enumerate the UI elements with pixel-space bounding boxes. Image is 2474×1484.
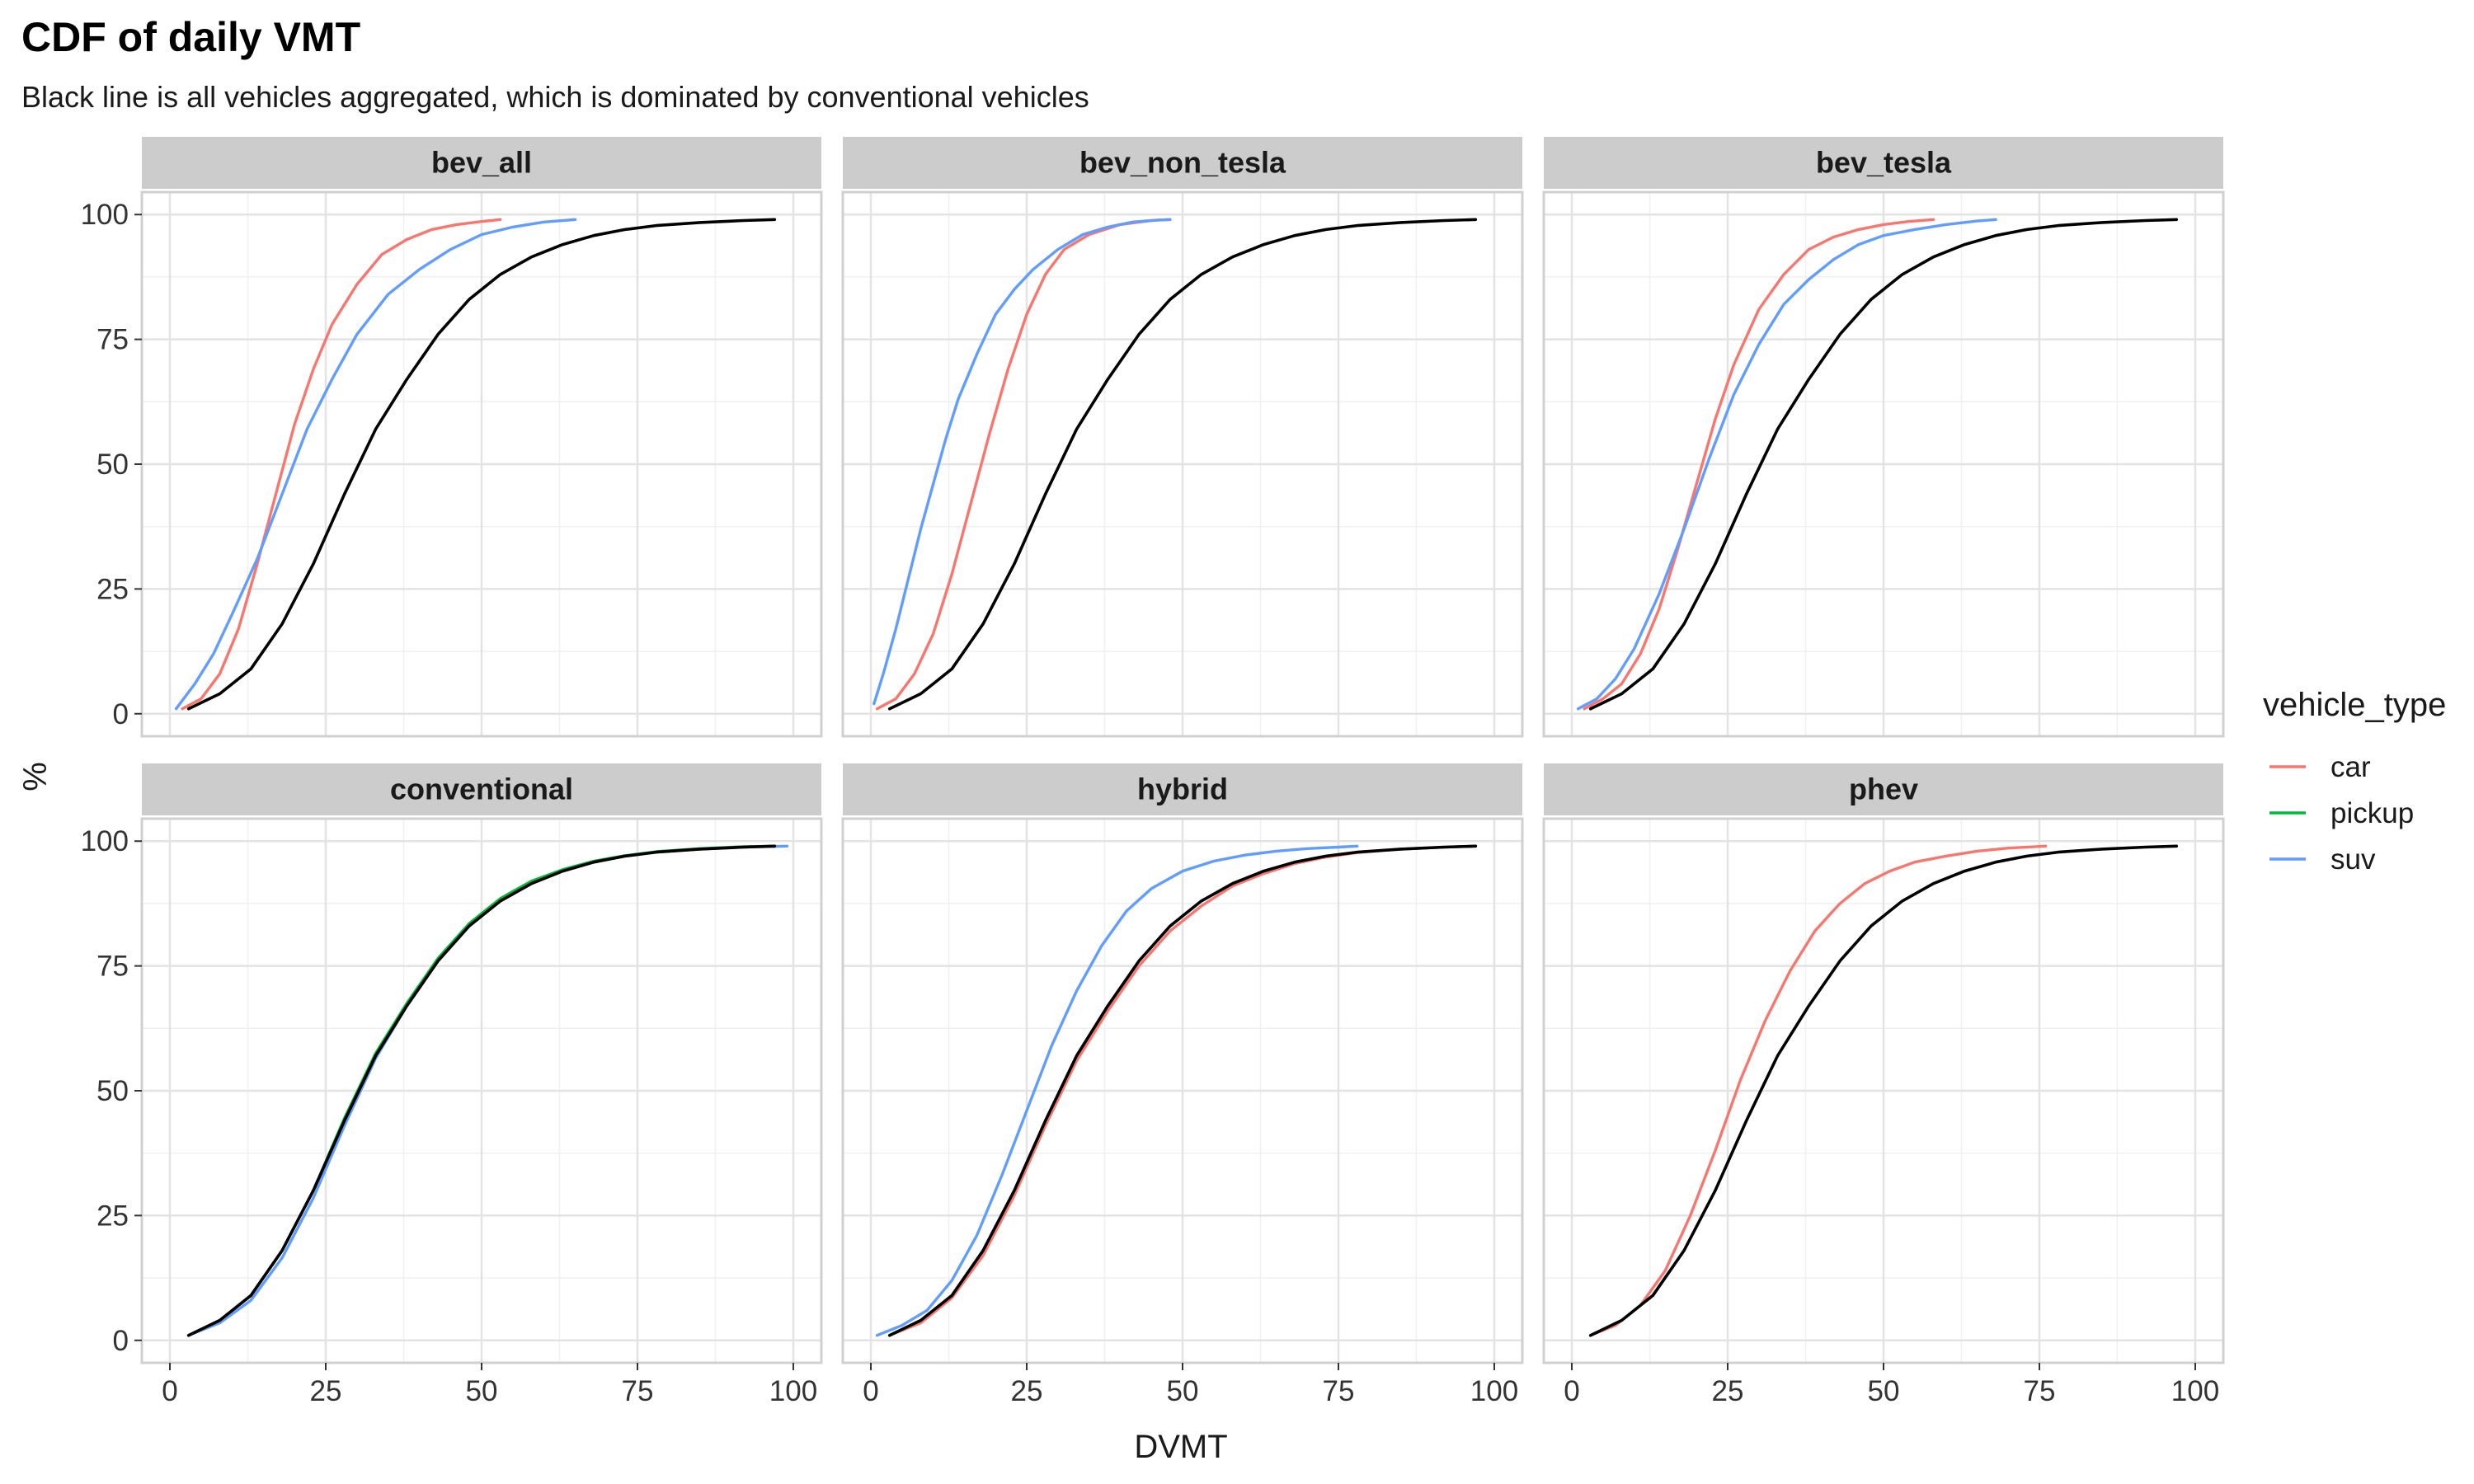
series-line-all bbox=[1588, 844, 2179, 1337]
y-tick-label: 0 bbox=[113, 1325, 129, 1357]
x-tick-label: 100 bbox=[769, 1375, 817, 1407]
x-tick-label: 25 bbox=[310, 1375, 342, 1407]
facet-strip bbox=[843, 763, 1522, 815]
x-tick-label: 50 bbox=[1167, 1375, 1199, 1407]
x-tick-label: 0 bbox=[863, 1375, 878, 1407]
series-line-suv bbox=[1576, 218, 1997, 711]
facet-strip-label: phev bbox=[1849, 773, 1918, 806]
y-tick-label: 100 bbox=[81, 199, 129, 231]
facet-bev_all: bev_all 0 25 50 75 100 bbox=[81, 137, 823, 738]
legend-label-car: car bbox=[2331, 751, 2371, 783]
x-axis-title: DVMT bbox=[1134, 1429, 1227, 1465]
x-tick-label: 75 bbox=[622, 1375, 654, 1407]
x-tick-label: 0 bbox=[1564, 1375, 1579, 1407]
panel-border bbox=[1542, 190, 2225, 738]
facet-panels: bev_all 0 25 50 75 100 bev_non_tesla bev_teslac… bbox=[81, 137, 2225, 1407]
x-tick-label: 75 bbox=[2024, 1375, 2056, 1407]
facet-strip-label: bev_all bbox=[431, 146, 532, 180]
facet-strip bbox=[843, 137, 1522, 189]
y-tick-label: 25 bbox=[96, 1200, 129, 1232]
facet-bev_tesla: bev_tesla bbox=[1542, 137, 2225, 738]
facet-strip bbox=[142, 137, 821, 189]
legend-label-pickup: pickup bbox=[2331, 797, 2414, 829]
series-line-suv bbox=[875, 844, 1359, 1337]
legend-title: vehicle_type bbox=[2263, 687, 2446, 723]
series-line-all bbox=[186, 218, 777, 711]
facet-phev: phev 0 25 50 75 100 bbox=[1542, 763, 2225, 1407]
series-line-car bbox=[1589, 844, 2048, 1337]
facet-strip bbox=[1544, 137, 2223, 189]
y-tick-label: 25 bbox=[96, 573, 129, 605]
chart-title: CDF of daily VMT bbox=[21, 14, 360, 60]
series-line-all bbox=[186, 844, 777, 1337]
x-tick-label: 50 bbox=[1868, 1375, 1900, 1407]
facet-strip-label: bev_non_tesla bbox=[1079, 146, 1286, 180]
x-tick-label: 0 bbox=[162, 1375, 177, 1407]
y-tick-label: 50 bbox=[96, 448, 129, 481]
x-tick-label: 100 bbox=[2171, 1375, 2219, 1407]
x-tick-label: 75 bbox=[1323, 1375, 1355, 1407]
y-tick-label: 75 bbox=[96, 324, 129, 356]
facet-bev_non_tesla: bev_non_tesla bbox=[841, 137, 1524, 738]
facet-conventional: conventional 0 25 50 75 100 0 25 50 75 100 bbox=[81, 763, 823, 1407]
x-tick-label: 50 bbox=[466, 1375, 498, 1407]
facet-strip-label: bev_tesla bbox=[1816, 146, 1952, 180]
facet-strip bbox=[142, 763, 821, 815]
chart-subtitle: Black line is all vehicles aggregated, w… bbox=[21, 80, 1089, 114]
y-tick-label: 75 bbox=[96, 951, 129, 983]
x-tick-label: 25 bbox=[1011, 1375, 1043, 1407]
y-tick-label: 0 bbox=[113, 698, 129, 730]
facet-hybrid: hybrid 0 25 50 75 100 bbox=[841, 763, 1524, 1407]
series-line-car bbox=[1583, 218, 1935, 711]
series-line-all bbox=[887, 218, 1478, 711]
x-tick-label: 100 bbox=[1470, 1375, 1518, 1407]
facet-strip-label: conventional bbox=[390, 773, 573, 806]
legend: vehicle_type car pickup suv bbox=[2263, 687, 2446, 876]
y-tick-label: 100 bbox=[81, 825, 129, 857]
panel-border bbox=[841, 190, 1524, 738]
x-tick-label: 25 bbox=[1712, 1375, 1744, 1407]
series-line-all bbox=[887, 844, 1478, 1337]
facet-strip-label: hybrid bbox=[1137, 773, 1228, 806]
legend-label-suv: suv bbox=[2331, 843, 2376, 876]
y-axis-title: % bbox=[17, 762, 54, 791]
y-tick-label: 50 bbox=[96, 1075, 129, 1107]
series-line-suv bbox=[174, 218, 577, 711]
facet-strip bbox=[1544, 763, 2223, 815]
series-line-car bbox=[181, 218, 502, 711]
series-line-all bbox=[1588, 218, 2179, 711]
series-line-suv bbox=[872, 218, 1172, 706]
